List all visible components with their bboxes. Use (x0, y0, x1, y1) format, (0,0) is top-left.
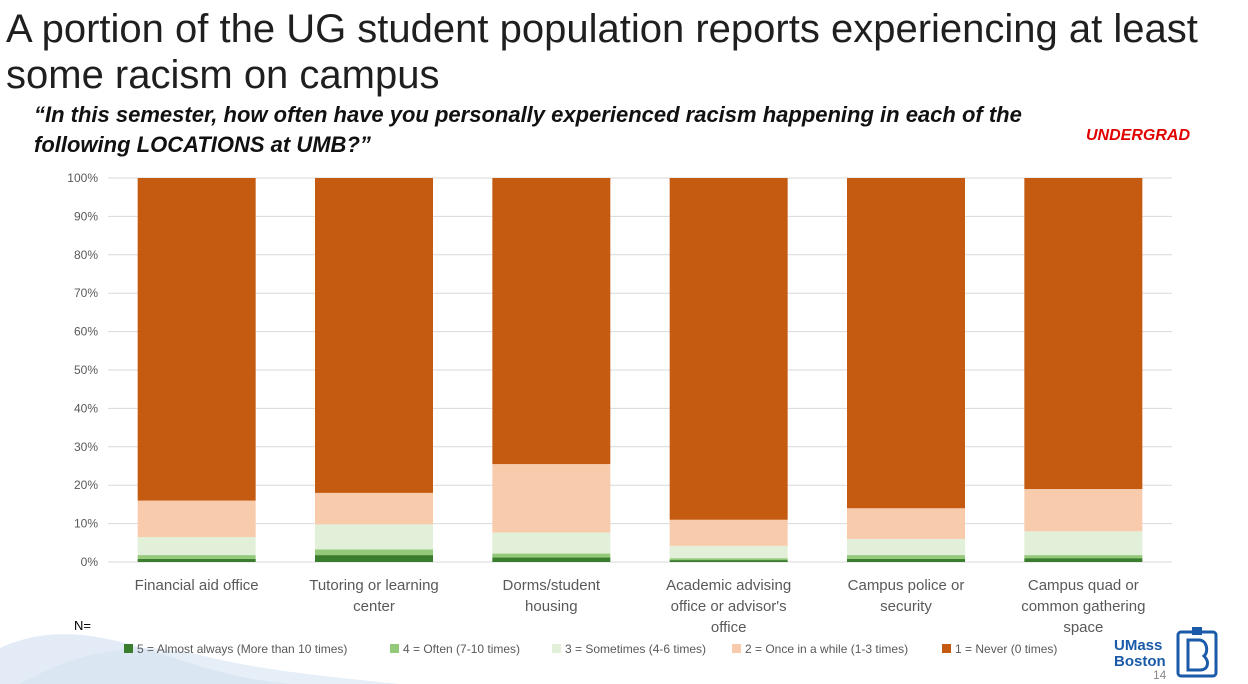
n-label: N= (74, 618, 91, 633)
bar-segment (315, 178, 433, 493)
bar-segment (137, 500, 256, 538)
bar-segment (1024, 531, 1143, 556)
bar-segment (315, 549, 433, 556)
legend-swatch (124, 644, 133, 653)
logo-b-mark (1176, 627, 1218, 678)
x-tick-label: common gathering (1021, 598, 1145, 615)
bar-segment (492, 178, 611, 465)
x-axis-labels: Financial aid office Tutoring or learning… (135, 577, 1146, 636)
slide-title: A portion of the UG student population r… (6, 7, 1198, 97)
bar-segment (1024, 178, 1143, 490)
x-tick-label: Financial aid office (135, 577, 259, 594)
y-tick-label: 40% (74, 401, 98, 415)
bar-segment (847, 538, 965, 556)
x-tick-label: center (353, 598, 395, 615)
x-tick-label: office (711, 619, 747, 636)
bar-segment (669, 558, 788, 561)
x-tick-label: space (1063, 619, 1103, 636)
y-tick-label: 80% (74, 248, 98, 262)
x-tick-label: Academic advising (666, 577, 791, 594)
legend-label: 1 = Never (0 times) (955, 642, 1057, 656)
bar-segment (847, 178, 965, 509)
x-tick-label: security (880, 598, 932, 615)
legend: 5 = Almost always (More than 10 times) 4 … (124, 642, 1057, 656)
x-tick-label: Campus police or (848, 577, 965, 594)
bar-segment (669, 545, 788, 559)
logo-text-line2: Boston (1114, 653, 1166, 670)
y-tick-label: 20% (74, 478, 98, 492)
umass-boston-logo: UMass Boston (1114, 627, 1218, 678)
legend-label: 2 = Once in a while (1-3 times) (745, 642, 908, 656)
survey-question: “In this semester, how often have you pe… (34, 102, 1022, 157)
gridlines (108, 177, 1172, 563)
bar-segment (315, 555, 433, 562)
bar-segment (1024, 555, 1143, 559)
background-waves (0, 634, 400, 684)
bar-segment (1024, 489, 1143, 532)
bar-segment (669, 178, 788, 520)
bar-segment (847, 508, 965, 539)
bar-segment (137, 555, 256, 559)
bar-segment (137, 178, 256, 501)
legend-label: 4 = Often (7-10 times) (403, 642, 520, 656)
y-tick-label: 70% (74, 286, 98, 300)
legend-swatch (942, 644, 951, 653)
logo-text-line1: UMass (1114, 637, 1162, 654)
bar-segment (1024, 558, 1143, 562)
x-tick-label: Tutoring or learning (309, 577, 439, 594)
bar-segment (137, 537, 256, 556)
legend-swatch (732, 644, 741, 653)
y-tick-label: 60% (74, 325, 98, 339)
bar-segment (137, 558, 256, 562)
wave-decoration (20, 648, 400, 684)
bar-segment (315, 492, 433, 525)
legend-label: 3 = Sometimes (4-6 times) (565, 642, 706, 656)
page-number: 14 (1153, 668, 1167, 682)
bar-segment (492, 532, 611, 554)
bar-segment (669, 560, 788, 562)
bar-segment (492, 557, 611, 562)
y-axis-ticks: 0% 10% 20% 30% 40% 50% 60% 70% 80% 90% 100% (67, 171, 98, 569)
bar-segment (492, 553, 611, 558)
bar-segment (847, 555, 965, 559)
legend-label: 5 = Almost always (More than 10 times) (137, 642, 347, 656)
legend-swatch (390, 644, 399, 653)
x-tick-label: Dorms/student (503, 577, 601, 594)
y-tick-label: 100% (67, 171, 98, 185)
y-tick-label: 90% (74, 209, 98, 223)
x-tick-label: Campus quad or (1028, 577, 1139, 594)
y-tick-label: 50% (74, 363, 98, 377)
x-tick-label: housing (525, 598, 578, 615)
bar-segment (847, 558, 965, 562)
bar-segment (669, 519, 788, 546)
x-tick-label: office or advisor's (671, 598, 787, 615)
bar-segment (492, 464, 611, 533)
undergrad-tag: UNDERGRAD (1086, 127, 1190, 144)
y-tick-label: 0% (81, 555, 99, 569)
bar-segment (315, 524, 433, 550)
legend-swatch (552, 644, 561, 653)
bars (137, 178, 1143, 562)
y-tick-label: 30% (74, 440, 98, 454)
y-tick-label: 10% (74, 517, 98, 531)
